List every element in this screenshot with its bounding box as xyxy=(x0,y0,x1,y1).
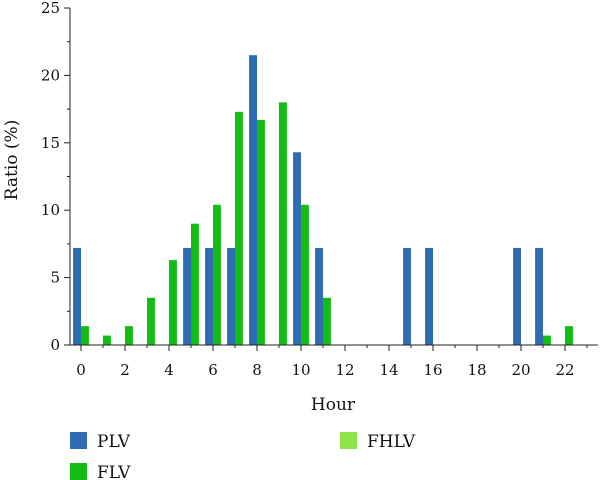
legend: PLV FLV FHLV xyxy=(70,432,416,480)
y-tick-label-10: 10 xyxy=(41,201,60,219)
bar-flv-hour-3 xyxy=(147,297,155,345)
x-tick-label-4: 4 xyxy=(164,361,174,379)
bar-flv-hour-22 xyxy=(565,326,573,345)
legend-label-plv: PLV xyxy=(97,432,131,452)
y-tick-label-15: 15 xyxy=(41,134,60,152)
x-tick-label-22: 22 xyxy=(555,361,574,379)
bar-plv-hour-16 xyxy=(425,247,433,345)
legend-swatch-fhlv xyxy=(340,432,357,449)
x-tick-label-0: 0 xyxy=(76,361,86,379)
legend-swatch-plv xyxy=(70,432,87,449)
legend-label-flv: FLV xyxy=(97,463,131,480)
bar-plv-hour-0 xyxy=(73,247,81,345)
x-tick-label-14: 14 xyxy=(379,361,398,379)
x-tick-label-16: 16 xyxy=(423,361,442,379)
bar-plv-hour-10 xyxy=(293,152,301,345)
bar-plv-hour-20 xyxy=(513,247,521,345)
y-tick-label-25: 25 xyxy=(41,0,60,17)
bar-plv-hour-5 xyxy=(183,247,191,345)
y-tick-label-0: 0 xyxy=(50,336,60,354)
bar-flv-hour-9 xyxy=(279,102,287,345)
x-tick-label-10: 10 xyxy=(291,361,310,379)
bar-flv-hour-4 xyxy=(169,260,177,345)
x-tick-label-18: 18 xyxy=(467,361,486,379)
bar-plv-hour-6 xyxy=(205,247,213,345)
y-axis-title: Ratio (%) xyxy=(2,120,22,201)
legend-swatch-flv xyxy=(70,463,87,480)
bar-flv-hour-2 xyxy=(125,326,133,345)
axes: 0 5 10 15 20 25 0 2 4 6 8 10 12 14 16 18 20 22 xyxy=(41,0,598,379)
plot-area xyxy=(73,55,573,346)
bar-flv-hour-10 xyxy=(301,204,309,345)
x-tick-label-8: 8 xyxy=(252,361,262,379)
x-tick-label-20: 20 xyxy=(511,361,530,379)
y-tick-label-5: 5 xyxy=(50,269,60,287)
bar-flv-hour-6 xyxy=(213,204,221,345)
x-tick-label-12: 12 xyxy=(335,361,354,379)
bar-plv-hour-15 xyxy=(403,247,411,345)
bar-flv-hour-5 xyxy=(191,223,199,345)
bar-plv-hour-8 xyxy=(249,55,257,346)
bar-flv-hour-1 xyxy=(103,335,111,345)
y-tick-label-20: 20 xyxy=(41,66,60,84)
bar-plv-hour-7 xyxy=(227,247,235,345)
bar-plv-hour-21 xyxy=(535,247,543,345)
legend-label-fhlv: FHLV xyxy=(367,432,416,452)
bar-flv-hour-0 xyxy=(81,326,89,345)
x-axis-title: Hour xyxy=(311,395,356,415)
bar-flv-hour-11 xyxy=(323,297,331,345)
bar-plv-hour-11 xyxy=(315,247,323,345)
x-tick-label-2: 2 xyxy=(120,361,130,379)
x-tick-label-6: 6 xyxy=(208,361,218,379)
bar-flv-hour-7 xyxy=(235,111,243,345)
bar-flv-hour-21 xyxy=(543,335,551,345)
bar-flv-hour-8 xyxy=(257,119,265,345)
